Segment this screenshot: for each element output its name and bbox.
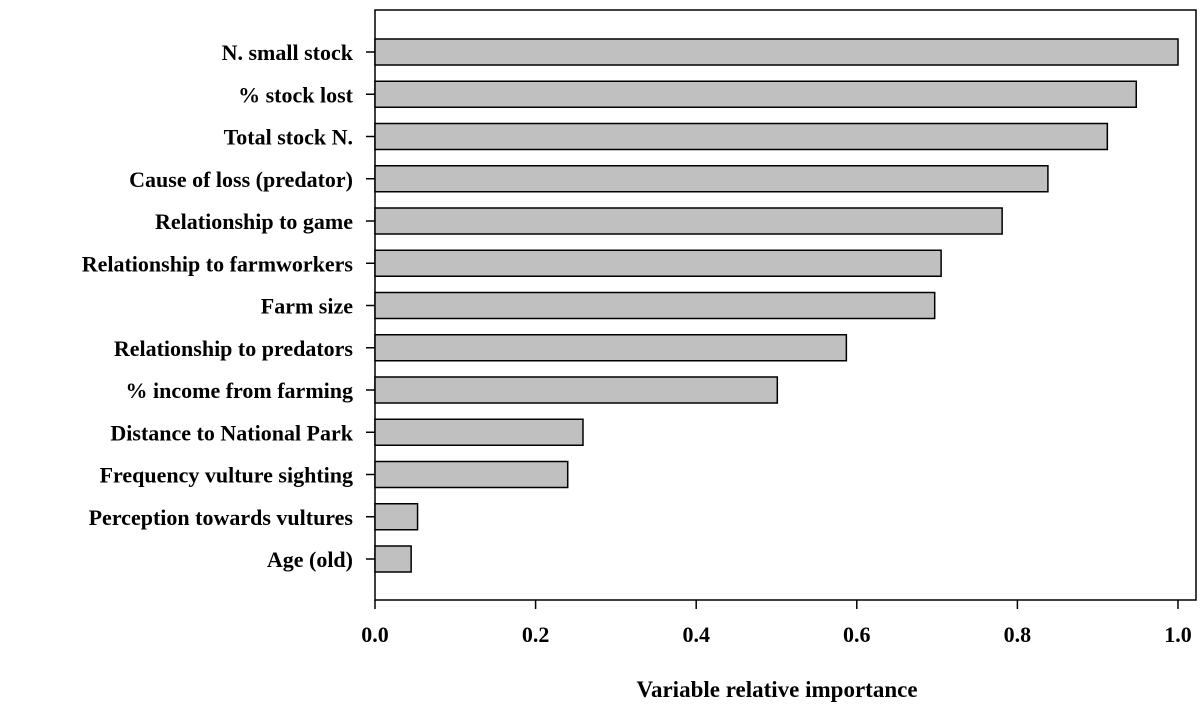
bar <box>374 122 1109 151</box>
category-labels-group: N. small stock % stock lost Total stock N.… <box>82 40 354 572</box>
bar <box>374 418 584 446</box>
x-tick-label: 0.4 <box>682 622 710 647</box>
bar <box>374 503 419 531</box>
category-label: Relationship to farmworkers <box>82 251 354 276</box>
category-label: % stock lost <box>238 82 354 107</box>
bar <box>374 460 569 489</box>
category-label: Total stock N. <box>224 125 353 150</box>
category-label: Age (old) <box>267 547 353 572</box>
category-label: N. small stock <box>222 40 354 65</box>
category-label: Perception towards vultures <box>89 505 354 530</box>
bar <box>374 80 1137 108</box>
bar <box>374 38 1179 66</box>
bar <box>374 291 936 320</box>
bar <box>374 545 412 573</box>
bar <box>374 249 942 277</box>
x-tick-label: 1.0 <box>1164 622 1192 647</box>
category-label: % income from farming <box>126 378 354 403</box>
y-ticks-group <box>366 51 375 560</box>
category-label: Relationship to predators <box>114 336 354 361</box>
bar <box>374 207 1003 235</box>
category-label: Cause of loss (predator) <box>129 167 353 192</box>
bar <box>374 334 848 362</box>
category-label: Distance to National Park <box>110 420 353 445</box>
category-label: Frequency vulture sighting <box>100 463 353 488</box>
category-label: Relationship to game <box>155 209 353 234</box>
x-tick-label: 0.6 <box>843 622 871 647</box>
bar <box>374 165 1049 193</box>
bars-group <box>374 38 1179 573</box>
x-ticks-group: 0.0 0.2 0.4 0.6 0.8 1.0 <box>361 600 1192 647</box>
x-axis-title: Variable relative importance <box>636 677 917 702</box>
x-tick-label: 0.2 <box>522 622 550 647</box>
x-tick-label: 0.0 <box>361 622 389 647</box>
bar <box>374 376 779 404</box>
category-label: Farm size <box>261 294 353 319</box>
x-tick-label: 0.8 <box>1004 622 1032 647</box>
